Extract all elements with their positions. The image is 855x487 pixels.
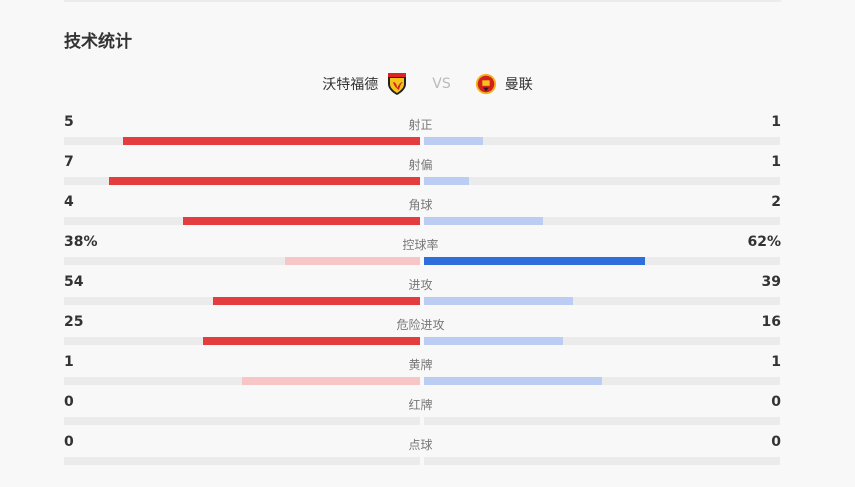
- home-bar: [108, 177, 420, 185]
- away-bar-track: [424, 457, 780, 465]
- stat-label: 红牌: [408, 398, 433, 412]
- away-value: 1: [771, 354, 781, 370]
- away-bar: [424, 337, 563, 345]
- away-bar: [424, 377, 602, 385]
- divider: [64, 0, 781, 2]
- stat-row: 1 黄牌 1: [64, 354, 781, 388]
- away-bar-track: [424, 217, 780, 225]
- stat-row: 7 射偏 1: [64, 154, 781, 188]
- stat-label: 控球率: [402, 238, 439, 252]
- away-bar-track: [424, 137, 780, 145]
- home-bar-track: [64, 457, 420, 465]
- away-value: 62%: [747, 234, 781, 250]
- away-bar-track: [424, 377, 780, 385]
- home-value: 5: [64, 114, 74, 130]
- home-value: 54: [64, 274, 84, 290]
- away-bar-track: [424, 297, 780, 305]
- away-bar-track: [424, 257, 780, 265]
- stat-row: 38% 控球率 62%: [64, 234, 781, 268]
- away-bar: [424, 257, 645, 265]
- stat-row: 25 危险进攻 16: [64, 314, 781, 348]
- home-value: 4: [64, 194, 74, 210]
- away-value: 0: [771, 434, 781, 450]
- home-bar-track: [64, 137, 420, 145]
- home-bar: [202, 337, 420, 345]
- away-value: 1: [771, 114, 781, 130]
- stat-row: 54 进攻 39: [64, 274, 781, 308]
- home-bar-track: [64, 297, 420, 305]
- away-bar-track: [424, 177, 780, 185]
- stat-row: 0 红牌 0: [64, 394, 781, 428]
- home-bar-track: [64, 177, 420, 185]
- home-value: 0: [64, 394, 74, 410]
- away-value: 2: [771, 194, 781, 210]
- section-title: 技术统计: [64, 32, 132, 52]
- away-bar: [424, 297, 574, 305]
- home-bar-track: [64, 217, 420, 225]
- home-bar-track: [64, 417, 420, 425]
- home-value: 0: [64, 434, 74, 450]
- away-bar: [424, 177, 469, 185]
- home-bar: [213, 297, 420, 305]
- home-bar: [123, 137, 420, 145]
- stat-label: 角球: [408, 198, 433, 212]
- home-bar: [242, 377, 420, 385]
- stat-row: 4 角球 2: [64, 194, 781, 228]
- home-bar: [182, 217, 420, 225]
- stat-label: 进攻: [408, 278, 433, 292]
- home-team-name: 沃特福德: [322, 77, 379, 93]
- stat-row: 0 点球 0: [64, 434, 781, 468]
- home-value: 38%: [64, 234, 98, 250]
- home-value: 25: [64, 314, 84, 330]
- stat-label: 危险进攻: [396, 318, 445, 332]
- home-bar: [284, 257, 420, 265]
- away-bar: [424, 217, 543, 225]
- home-bar-track: [64, 257, 420, 265]
- away-value: 39: [761, 274, 781, 290]
- away-value: 16: [761, 314, 781, 330]
- away-bar-track: [424, 337, 780, 345]
- teams-header: 沃特福德 VS 曼联: [0, 72, 855, 96]
- stat-label: 射偏: [408, 158, 433, 172]
- home-value: 1: [64, 354, 74, 370]
- vs-label: VS: [432, 76, 451, 92]
- away-bar-track: [424, 417, 780, 425]
- home-bar-track: [64, 377, 420, 385]
- away-bar: [424, 137, 484, 145]
- stat-label: 射正: [408, 118, 433, 132]
- stat-label: 黄牌: [408, 358, 433, 372]
- away-value: 0: [771, 394, 781, 410]
- stat-row: 5 射正 1: [64, 114, 781, 148]
- away-team-name: 曼联: [504, 77, 533, 93]
- manchester-united-crest-icon: [475, 73, 496, 95]
- home-bar-track: [64, 337, 420, 345]
- watford-crest-icon: [388, 73, 407, 95]
- stat-label: 点球: [408, 438, 433, 452]
- home-value: 7: [64, 154, 74, 170]
- away-value: 1: [771, 154, 781, 170]
